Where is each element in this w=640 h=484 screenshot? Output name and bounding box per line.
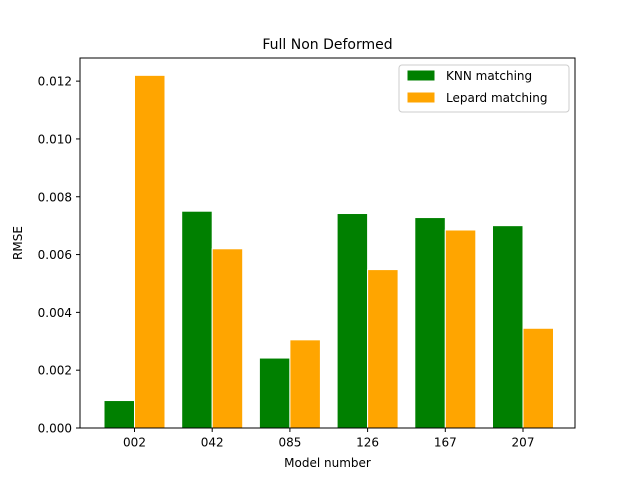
x-axis: 002 042 085 126 167 207: [123, 428, 534, 450]
bar-lepard-002: [134, 74, 166, 429]
bar-lepard-207: [522, 327, 554, 429]
y-tick-label: 0.006: [38, 248, 72, 262]
y-tick-label: 0.010: [38, 132, 72, 146]
legend-swatch-knn: [406, 69, 436, 82]
chart-title: Full Non Deformed: [262, 37, 392, 53]
y-tick-label: 0.004: [38, 306, 72, 320]
bars-layer: [103, 74, 554, 429]
legend-box: [398, 64, 570, 113]
x-tick-label: 042: [201, 436, 224, 450]
x-tick-label: 126: [356, 436, 379, 450]
bar-lepard-085: [289, 339, 321, 429]
y-tick-label: 0.000: [38, 422, 72, 436]
x-tick-label: 207: [512, 436, 535, 450]
bar-knn-002: [103, 400, 135, 429]
bar-lepard-042: [211, 248, 244, 429]
y-axis-label: RMSE: [11, 226, 25, 260]
x-axis-label: Model number: [284, 456, 371, 470]
bar-knn-042: [181, 210, 213, 429]
bar-knn-126: [336, 213, 369, 429]
legend-swatch-lepard: [406, 91, 436, 104]
bar-lepard-126: [367, 269, 399, 429]
bar-knn-207: [492, 225, 524, 429]
legend-items: KNN matching Lepard matching: [406, 69, 548, 105]
bar-lepard-167: [444, 229, 477, 429]
y-tick-label: 0.002: [38, 364, 72, 378]
x-tick-label: 085: [278, 436, 301, 450]
x-tick-label: 167: [434, 436, 457, 450]
bar-knn-167: [414, 217, 446, 429]
legend-label-knn: KNN matching: [446, 69, 532, 83]
chart-legend: KNN matching Lepard matching: [398, 64, 570, 113]
y-axis: 0.000 0.002 0.004 0.006 0.008 0.010 0.012: [38, 75, 80, 436]
y-tick-label: 0.008: [38, 190, 72, 204]
bar-knn-085: [258, 357, 291, 429]
plot-frame: [79, 57, 576, 429]
x-tick-label: 002: [123, 436, 146, 450]
y-tick-label: 0.012: [38, 75, 72, 89]
legend-label-lepard: Lepard matching: [446, 91, 548, 105]
